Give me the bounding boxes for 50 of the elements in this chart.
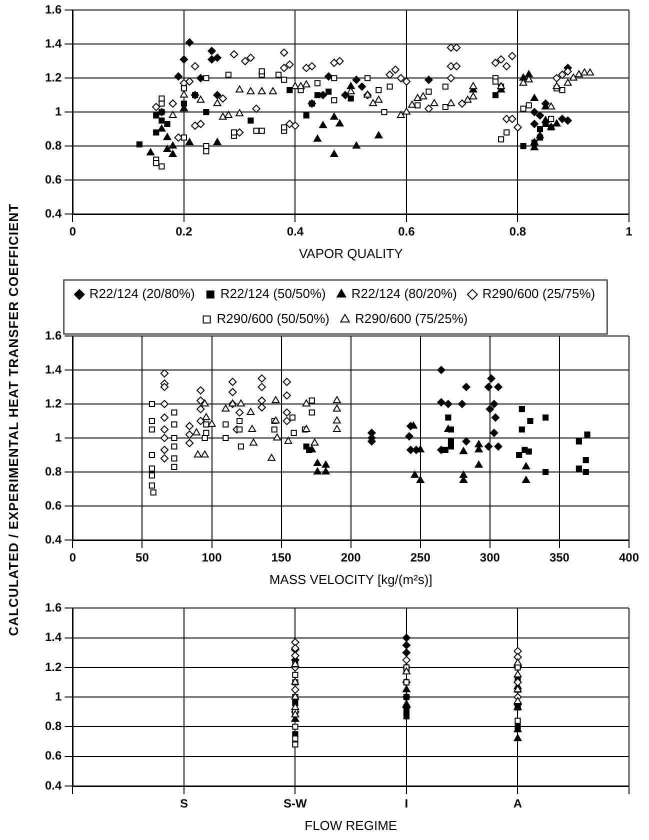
x-tick-label: A <box>513 796 522 811</box>
y-tick-label: 1.2 <box>44 660 62 674</box>
y-tick-label: 1.6 <box>44 328 62 342</box>
x-tick-label: 0.6 <box>398 224 416 239</box>
x-tick-label: S <box>180 796 188 811</box>
y-tick-label: 0.8 <box>44 464 62 478</box>
legend-label: R290/600 (50/50%) <box>216 311 330 326</box>
y-tick-label: 0.4 <box>44 532 62 546</box>
y-tick-label: 1 <box>54 689 62 704</box>
legend-label: R290/600 (25/75%) <box>482 286 596 302</box>
legend-label: R22/124 (20/80%) <box>89 286 195 302</box>
x-axis-title: FLOW REGIME <box>304 818 398 833</box>
legend-label: R290/600 (75/25%) <box>355 311 468 326</box>
x-tick-label: 300 <box>480 550 500 565</box>
x-tick-label: I <box>404 796 408 811</box>
x-axis-title: VAPOR QUALITY <box>298 246 404 261</box>
y-tick-label: 1.6 <box>44 600 62 615</box>
x-tick-label: S-W <box>284 796 308 811</box>
x-tick-label: 0 <box>69 224 76 239</box>
x-tick-label: 200 <box>340 550 362 565</box>
y-tick-label: 0.8 <box>44 138 62 152</box>
y-tick-label: 1.6 <box>44 2 62 17</box>
y-tick-label: 1.2 <box>44 396 62 410</box>
x-tick-label: 250 <box>410 550 431 565</box>
x-axis-title: MASS VELOCITY [kg/(m²s)] <box>269 572 432 587</box>
x-tick-label: 1 <box>626 224 633 239</box>
y-axis-title: CALCULATED / EXPERIMENTAL HEAT TRANSFER COEFFICIENT <box>6 202 22 638</box>
legend-label: R22/124 (80/20%) <box>351 286 457 302</box>
x-tick-label: 0.2 <box>176 224 193 239</box>
x-tick-label: 150 <box>271 550 292 565</box>
y-tick-label: 0.4 <box>44 778 62 792</box>
y-tick-label: 1.4 <box>44 36 62 50</box>
y-tick-label: 1.4 <box>44 362 62 376</box>
y-tick-label: 0.6 <box>44 498 62 512</box>
x-tick-label: 50 <box>136 550 150 565</box>
x-tick-label: 0.4 <box>286 224 304 239</box>
y-tick-label: 1.4 <box>44 630 62 644</box>
legend-label: R22/124 (50/50%) <box>220 286 326 302</box>
y-tick-label: 0.6 <box>44 748 62 763</box>
y-tick-label: 1 <box>54 430 62 444</box>
x-tick-label: 100 <box>202 550 222 565</box>
y-tick-label: 1.2 <box>44 70 62 84</box>
y-tick-label: 0.6 <box>44 172 62 186</box>
x-tick-label: 400 <box>618 550 640 565</box>
y-tick-label: 1 <box>54 104 62 118</box>
x-tick-label: 0 <box>69 550 76 565</box>
y-tick-label: 0.4 <box>44 206 62 220</box>
x-tick-label: 350 <box>549 550 570 565</box>
y-tick-label: 0.8 <box>44 719 62 734</box>
x-tick-label: 0.8 <box>509 224 526 239</box>
